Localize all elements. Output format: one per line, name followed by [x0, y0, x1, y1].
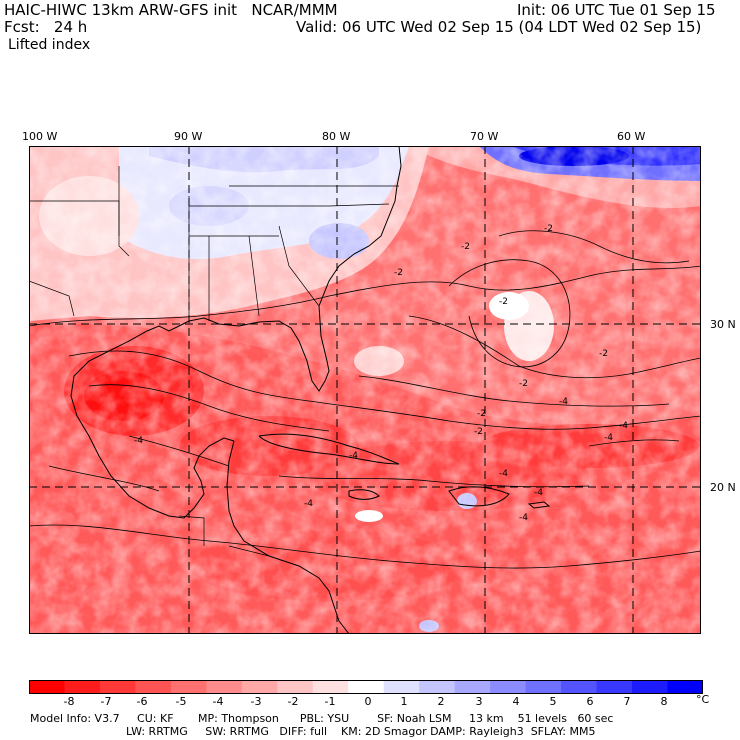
colorbar-swatch — [99, 680, 136, 694]
colorbar-unit: °C — [696, 693, 710, 706]
lon-label: 70 W — [470, 130, 499, 143]
model-info-line2: LW: RRTMG SW: RRTMG DIFF: full KM: 2D Sm… — [126, 725, 596, 738]
colorbar-swatch — [383, 680, 420, 694]
colorbar-swatch — [312, 680, 349, 694]
colorbar-tick: -8 — [63, 695, 75, 708]
graticule — [29, 146, 701, 634]
contour-label: -2 — [599, 349, 608, 359]
colorbar-swatch — [596, 680, 633, 694]
colorbar-tick: -1 — [324, 695, 336, 708]
contour-label: -2 — [477, 409, 486, 419]
colorbar-tick: 5 — [549, 695, 557, 708]
contour-label: -2 — [519, 379, 528, 389]
contour-label-group: -2 -2 -2 -2 -2 -2 -2 -4 -4 -4 -4 -4 -4 -… — [134, 224, 628, 523]
contour-label: -2 — [461, 242, 470, 252]
colorbar-swatch — [348, 680, 385, 694]
lifted-index-map: -2 -2 -2 -2 -2 -2 -2 -4 -4 -4 -4 -4 -4 -… — [29, 146, 701, 634]
colorbar-swatch — [29, 680, 65, 694]
colorbar-tick: -7 — [100, 695, 112, 708]
colorbar-tick: -5 — [175, 695, 187, 708]
contour-label: -2 — [544, 224, 553, 234]
colorbar-tick: 2 — [437, 695, 445, 708]
colorbar-tick: 8 — [660, 695, 668, 708]
contour-label: -4 — [534, 488, 543, 498]
colorbar-tick: 7 — [623, 695, 631, 708]
colorbar-swatch — [277, 680, 314, 694]
colorbar-tick: 0 — [364, 695, 372, 708]
colorbar-swatch — [561, 680, 598, 694]
colorbar-swatch — [206, 680, 243, 694]
colorbar-swatch — [135, 680, 172, 694]
field-name: Lifted index — [8, 37, 91, 53]
colorbar-tick: 4 — [512, 695, 520, 708]
colorbar-tick: 3 — [475, 695, 483, 708]
colorbar-tick: -6 — [136, 695, 148, 708]
colorbar-frame — [29, 680, 703, 694]
colorbar-tick: 6 — [586, 695, 594, 708]
contour-label: -4 — [304, 499, 313, 509]
colorbar-tick: -2 — [287, 695, 299, 708]
contour-label: -2 — [474, 427, 483, 437]
coastline-puerto-rico — [527, 501, 551, 509]
model-title: HAIC-HIWC 13km ARW-GFS init NCAR/MMM — [4, 1, 338, 19]
contour-label: -4 — [619, 421, 628, 431]
colorbar-tick: -3 — [250, 695, 262, 708]
contour-label: -4 — [519, 513, 528, 523]
colorbar — [29, 680, 703, 694]
lat-label: 30 N — [710, 318, 736, 331]
map-frame — [29, 146, 701, 634]
coastline-jamaica — [348, 489, 380, 500]
lon-label: 80 W — [322, 130, 351, 143]
contour-label: -4 — [349, 451, 358, 461]
model-info-line1: Model Info: V3.7 CU: KF MP: Thompson PBL… — [30, 712, 614, 725]
lon-label: 90 W — [174, 130, 203, 143]
colorbar-swatch — [490, 680, 527, 694]
contour-label: -4 — [559, 397, 568, 407]
colorbar-swatch — [64, 680, 101, 694]
colorbar-swatch — [667, 680, 703, 694]
colorbar-swatch — [454, 680, 491, 694]
init-time: Init: 06 UTC Tue 01 Sep 15 — [517, 1, 716, 19]
valid-time: Valid: 06 UTC Wed 02 Sep 15 (04 LDT Wed … — [296, 18, 702, 36]
colorbar-tick: -4 — [212, 695, 224, 708]
contour-label: -2 — [499, 297, 508, 307]
coastline-hispaniola — [448, 486, 510, 507]
field-texture — [29, 146, 701, 634]
contour-label: -4 — [499, 469, 508, 479]
colorbar-swatch — [419, 680, 456, 694]
lat-label: 20 N — [710, 481, 736, 494]
colorbar-swatch — [170, 680, 207, 694]
lon-label: 60 W — [617, 130, 646, 143]
colorbar-swatch — [525, 680, 562, 694]
coastline-cuba — [258, 433, 400, 465]
contour-label: -2 — [394, 268, 403, 278]
colorbar-tick: 1 — [400, 695, 408, 708]
contour-label: -4 — [134, 436, 143, 446]
coastline-central-america — [226, 440, 340, 622]
lon-label: 100 W — [22, 130, 58, 143]
contour-label: -4 — [604, 433, 613, 443]
colorbar-swatch — [241, 680, 278, 694]
forecast-hour: Fcst: 24 h — [4, 18, 88, 36]
colorbar-swatch — [632, 680, 669, 694]
